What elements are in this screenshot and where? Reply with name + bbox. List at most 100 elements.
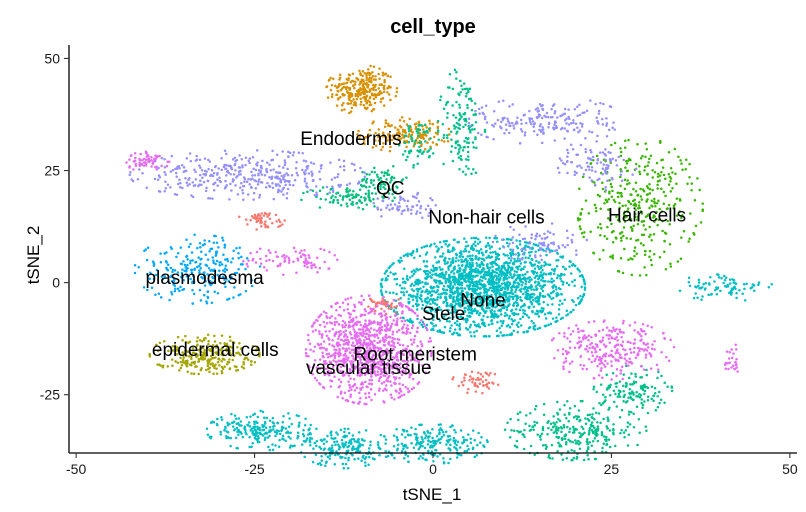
cell-point [184,176,187,180]
cell-point [625,215,628,219]
cell-point [360,459,363,463]
cell-point [653,201,657,205]
cell-point [361,438,364,442]
cell-point [490,312,494,315]
cell-point [236,421,240,425]
cell-point [582,235,585,239]
cell-point [219,433,223,436]
cell-point [466,150,470,154]
cell-point [297,423,301,427]
cell-point [724,276,728,279]
cell-point [503,304,506,308]
cell-point [622,234,625,238]
cell-point [444,313,448,317]
points-layer [125,64,774,470]
cell-point [493,310,496,313]
cell-point [319,463,323,467]
cell-point [636,238,640,242]
cell-point [354,80,357,84]
cell-point [661,158,664,161]
series-qc [300,164,408,211]
cell-point [730,289,733,293]
cell-point [625,236,629,240]
cell-point [229,182,232,186]
cell-point [513,270,517,273]
cell-point [415,129,419,133]
cell-point [656,187,659,190]
cell-point [660,170,663,174]
cell-point [402,444,405,448]
cell-point [632,391,635,395]
cell-point [460,294,464,297]
cell-point [390,178,393,182]
cell-point [393,136,396,139]
cell-point [368,100,372,104]
cell-point [248,445,251,449]
cell-point [466,137,469,141]
cell-point [435,266,438,270]
cell-point [566,399,569,403]
cell-point [367,463,370,466]
cell-point [503,314,507,318]
cell-point [489,276,492,280]
cell-point [403,267,406,270]
cell-point [331,194,334,198]
cell-point [446,435,450,438]
cell-point [472,280,476,284]
cell-point [202,180,206,184]
cell-point [512,429,516,432]
cell-point [415,287,418,291]
cell-point [439,308,443,311]
cell-point [459,154,463,158]
cell-point [608,429,612,432]
cell-point [497,314,500,318]
cell-point [216,423,219,427]
cell-point [642,224,645,227]
cell-point [480,275,483,278]
cell-point [745,282,748,286]
cell-point [505,128,508,131]
cell-point [545,111,549,115]
cell-point [447,127,451,131]
cell-point [496,320,499,324]
cell-point [473,455,477,459]
cell-point [661,219,664,223]
cell-point [463,111,467,115]
cell-point [450,138,453,141]
cell-point [304,440,307,443]
cell-point [461,441,464,445]
cell-point [212,261,215,265]
cell-point [416,131,420,135]
cell-point [539,271,543,274]
cell-point [367,189,370,192]
cell-point [596,427,600,431]
cell-point [452,315,455,319]
cell-point [687,276,691,280]
cell-point [237,433,240,436]
cell-point [607,198,610,201]
cell-point [536,244,540,247]
cell-point [613,444,617,448]
cell-point [386,91,389,94]
cell-point [493,302,497,305]
cell-point [406,433,410,436]
cell-point [500,126,503,130]
cell-point [435,279,438,282]
cell-point [302,191,305,195]
cell-point [521,292,525,296]
cell-point [409,284,413,288]
cell-point [643,400,646,403]
cell-point [734,282,738,286]
cell-point [344,462,348,466]
cell-point [614,159,618,162]
cell-point [484,236,488,240]
cell-point [659,398,663,401]
cell-point [550,277,553,280]
cell-point [490,315,493,319]
cell-point [328,447,331,450]
cell-point [443,262,447,265]
cell-point [449,438,452,441]
cell-point [497,253,501,257]
cell-point [304,417,307,420]
cell-point [476,264,479,267]
